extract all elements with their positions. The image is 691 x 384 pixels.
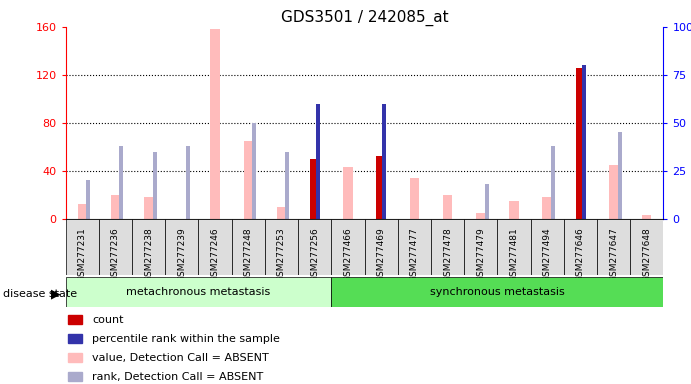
Text: GSM277239: GSM277239 [178, 227, 187, 282]
Text: GSM277481: GSM277481 [509, 227, 518, 282]
Text: GSM277494: GSM277494 [542, 227, 551, 282]
Text: GSM277647: GSM277647 [609, 227, 618, 282]
Bar [244, 141, 253, 219]
Text: GSM277478: GSM277478 [443, 227, 452, 282]
Text: percentile rank within the sample: percentile rank within the sample [93, 334, 281, 344]
Bar [68, 372, 82, 381]
Text: GSM277648: GSM277648 [642, 227, 651, 282]
Text: GSM277466: GSM277466 [343, 227, 352, 282]
Bar [431, 219, 464, 275]
Bar [68, 334, 82, 343]
Text: GSM277477: GSM277477 [410, 227, 419, 282]
Title: GDS3501 / 242085_at: GDS3501 / 242085_at [281, 9, 448, 25]
Bar [377, 157, 386, 219]
Bar [120, 146, 124, 219]
Bar [310, 159, 319, 219]
Bar [211, 29, 220, 219]
Bar [582, 65, 586, 219]
Bar [198, 219, 231, 275]
Bar [231, 219, 265, 275]
Text: value, Detection Call = ABSENT: value, Detection Call = ABSENT [93, 353, 269, 363]
Bar [86, 180, 91, 219]
Text: GSM277236: GSM277236 [111, 227, 120, 282]
Bar [377, 159, 386, 219]
Text: GSM277231: GSM277231 [78, 227, 87, 282]
Text: GSM277469: GSM277469 [377, 227, 386, 282]
Text: GSM277253: GSM277253 [277, 227, 286, 282]
Text: count: count [93, 315, 124, 325]
Bar [66, 277, 331, 306]
Text: synchronous metastasis: synchronous metastasis [430, 287, 565, 297]
Text: disease state: disease state [3, 289, 77, 299]
Bar [252, 123, 256, 219]
Text: GSM277479: GSM277479 [476, 227, 485, 282]
Bar [343, 167, 352, 219]
Bar [99, 219, 132, 275]
Bar [542, 197, 552, 219]
Bar [464, 219, 498, 275]
Bar [144, 197, 153, 219]
Bar [265, 219, 298, 275]
Bar [597, 219, 630, 275]
Text: GSM277646: GSM277646 [576, 227, 585, 282]
Text: GSM277246: GSM277246 [211, 227, 220, 282]
Bar [484, 184, 489, 219]
Bar [398, 219, 431, 275]
Bar [642, 215, 652, 219]
Bar [310, 159, 319, 219]
Bar [277, 207, 286, 219]
Bar [331, 219, 365, 275]
Bar [609, 165, 618, 219]
Text: GSM277238: GSM277238 [144, 227, 153, 282]
Bar [498, 219, 531, 275]
Text: ▶: ▶ [50, 287, 60, 300]
Bar [298, 219, 331, 275]
Bar [68, 315, 82, 324]
Bar [365, 219, 398, 275]
Bar [382, 104, 386, 219]
Bar [410, 178, 419, 219]
Text: GSM277256: GSM277256 [310, 227, 319, 282]
Bar [476, 213, 485, 219]
Bar [509, 201, 518, 219]
Bar [132, 219, 165, 275]
Text: GSM277248: GSM277248 [244, 227, 253, 282]
Bar [551, 146, 555, 219]
Bar [77, 204, 87, 219]
Bar [576, 68, 585, 219]
Bar [531, 219, 564, 275]
Bar [630, 219, 663, 275]
Bar [66, 219, 99, 275]
Bar [316, 104, 320, 219]
Bar [153, 152, 157, 219]
Bar [68, 353, 82, 362]
Bar [331, 277, 663, 306]
Bar [285, 152, 290, 219]
Bar [443, 195, 452, 219]
Bar [564, 219, 597, 275]
Text: metachronous metastasis: metachronous metastasis [126, 287, 271, 297]
Bar [186, 146, 190, 219]
Bar [165, 219, 198, 275]
Text: rank, Detection Call = ABSENT: rank, Detection Call = ABSENT [93, 372, 264, 382]
Bar [111, 195, 120, 219]
Bar [618, 132, 621, 219]
